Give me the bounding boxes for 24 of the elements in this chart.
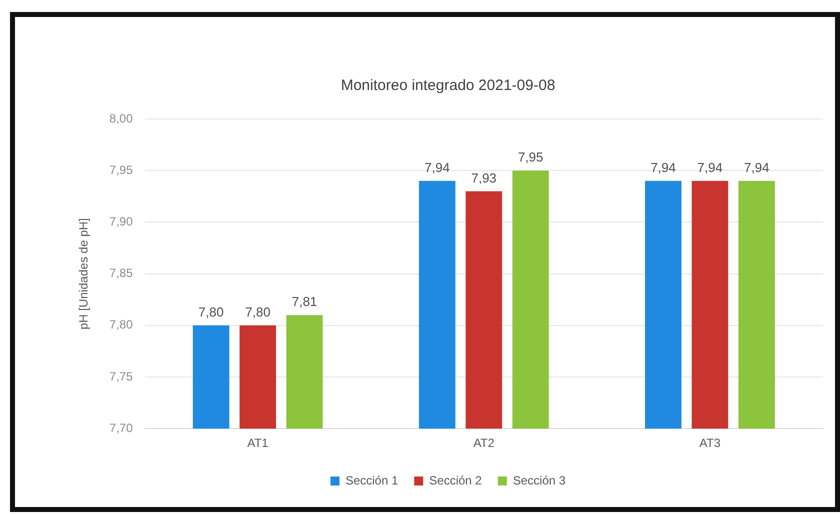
- data-label: 7,94: [424, 160, 450, 175]
- x-tick-label: AT1: [247, 436, 269, 450]
- legend-label: Sección 3: [512, 473, 566, 488]
- data-label: 7,93: [471, 170, 497, 186]
- data-label: 7,94: [744, 160, 770, 175]
- data-label: 7,94: [697, 160, 723, 175]
- y-tick-label: 7,70: [109, 420, 134, 435]
- x-tick-label: AT2: [473, 436, 495, 450]
- y-tick-label: 7,90: [109, 214, 134, 229]
- data-label: 7,80: [198, 304, 224, 320]
- y-tick-label: 7,75: [109, 369, 134, 384]
- y-axis-title: pH [Unidades de pH]: [76, 218, 91, 330]
- data-label: 7,95: [518, 150, 544, 165]
- y-tick-label: 7,95: [109, 162, 134, 177]
- y-tick-label: 7,85: [109, 266, 134, 280]
- chart-title: Monitoreo integrado 2021-09-08: [340, 77, 556, 94]
- data-label: 7,94: [650, 160, 676, 175]
- x-tick-label: AT3: [699, 436, 721, 450]
- y-tick-label: 7,80: [109, 318, 134, 332]
- legend-label: Sección 2: [429, 473, 482, 488]
- data-label: 7,81: [292, 294, 318, 310]
- y-tick-label: 8,00: [109, 111, 134, 126]
- data-label: 7,80: [245, 304, 270, 320]
- legend-label: Sección 1: [345, 473, 398, 488]
